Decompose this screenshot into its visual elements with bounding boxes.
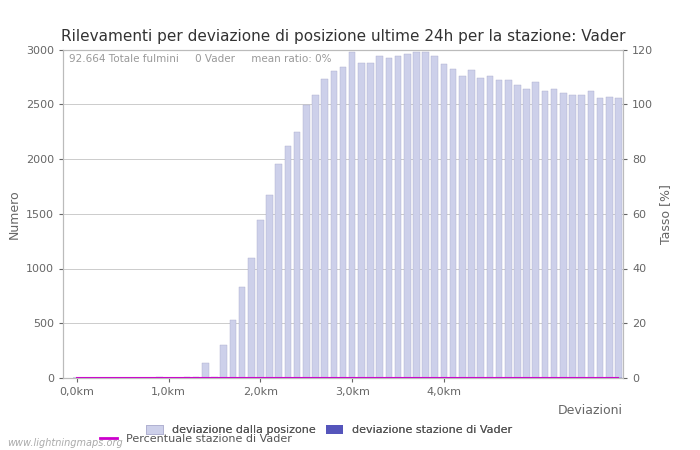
Bar bbox=[551, 89, 557, 378]
Bar bbox=[496, 80, 503, 378]
Bar bbox=[294, 131, 300, 378]
Bar bbox=[193, 377, 200, 378]
Percentuale stazione di Vader bbox=[614, 375, 622, 381]
Bar bbox=[486, 76, 493, 378]
Bar bbox=[202, 363, 209, 378]
Bar bbox=[404, 54, 411, 378]
Bar bbox=[615, 98, 622, 378]
Bar bbox=[560, 93, 566, 378]
Y-axis label: Numero: Numero bbox=[7, 189, 20, 239]
Bar bbox=[321, 79, 328, 378]
Bar bbox=[386, 58, 392, 378]
Percentuale stazione di Vader bbox=[412, 375, 421, 381]
Bar bbox=[505, 80, 512, 378]
Bar bbox=[514, 85, 521, 378]
Bar bbox=[587, 91, 594, 378]
Percentuale stazione di Vader bbox=[164, 375, 173, 381]
Bar bbox=[239, 287, 245, 378]
Percentuale stazione di Vader bbox=[247, 375, 256, 381]
Legend: deviazione dalla posizone, deviazione stazione di Vader: deviazione dalla posizone, deviazione st… bbox=[146, 425, 512, 436]
Bar bbox=[459, 76, 466, 378]
Bar bbox=[330, 72, 337, 378]
Bar bbox=[533, 82, 539, 378]
Bar bbox=[285, 146, 291, 378]
Bar bbox=[450, 69, 456, 378]
Bar bbox=[524, 89, 530, 378]
Bar bbox=[431, 56, 438, 378]
Bar bbox=[441, 64, 447, 378]
Bar bbox=[303, 105, 309, 378]
Title: Rilevamenti per deviazione di posizione ultime 24h per la stazione: Vader: Rilevamenti per deviazione di posizione … bbox=[61, 29, 625, 44]
Percentuale stazione di Vader bbox=[256, 375, 265, 381]
Y-axis label: Tasso [%]: Tasso [%] bbox=[659, 184, 672, 244]
Bar bbox=[477, 78, 484, 378]
Bar bbox=[422, 52, 429, 378]
Bar bbox=[349, 52, 356, 378]
Bar bbox=[257, 220, 264, 378]
Bar bbox=[542, 91, 548, 378]
Bar bbox=[211, 377, 218, 378]
Percentuale stazione di Vader bbox=[73, 375, 81, 381]
Bar bbox=[569, 95, 576, 378]
Bar bbox=[220, 345, 227, 378]
Bar bbox=[578, 95, 585, 378]
Text: Deviazioni: Deviazioni bbox=[558, 404, 623, 417]
Bar bbox=[395, 56, 401, 378]
Bar bbox=[248, 257, 255, 378]
Percentuale stazione di Vader bbox=[210, 375, 218, 381]
Bar bbox=[230, 320, 236, 378]
Bar bbox=[413, 52, 420, 378]
Bar bbox=[468, 70, 475, 378]
Bar bbox=[377, 56, 383, 378]
Bar bbox=[266, 195, 273, 378]
Text: www.lightningmaps.org: www.lightningmaps.org bbox=[7, 438, 122, 448]
Bar bbox=[606, 97, 612, 378]
Bar bbox=[312, 95, 318, 378]
Legend: Percentuale stazione di Vader: Percentuale stazione di Vader bbox=[100, 434, 292, 445]
Bar bbox=[596, 98, 603, 378]
Percentuale stazione di Vader bbox=[229, 375, 237, 381]
Bar bbox=[358, 63, 365, 378]
Bar bbox=[340, 67, 346, 378]
Bar bbox=[275, 165, 282, 378]
Text: 92.664 Totale fulmini     0 Vader     mean ratio: 0%: 92.664 Totale fulmini 0 Vader mean ratio… bbox=[69, 54, 331, 64]
Bar bbox=[368, 63, 374, 378]
